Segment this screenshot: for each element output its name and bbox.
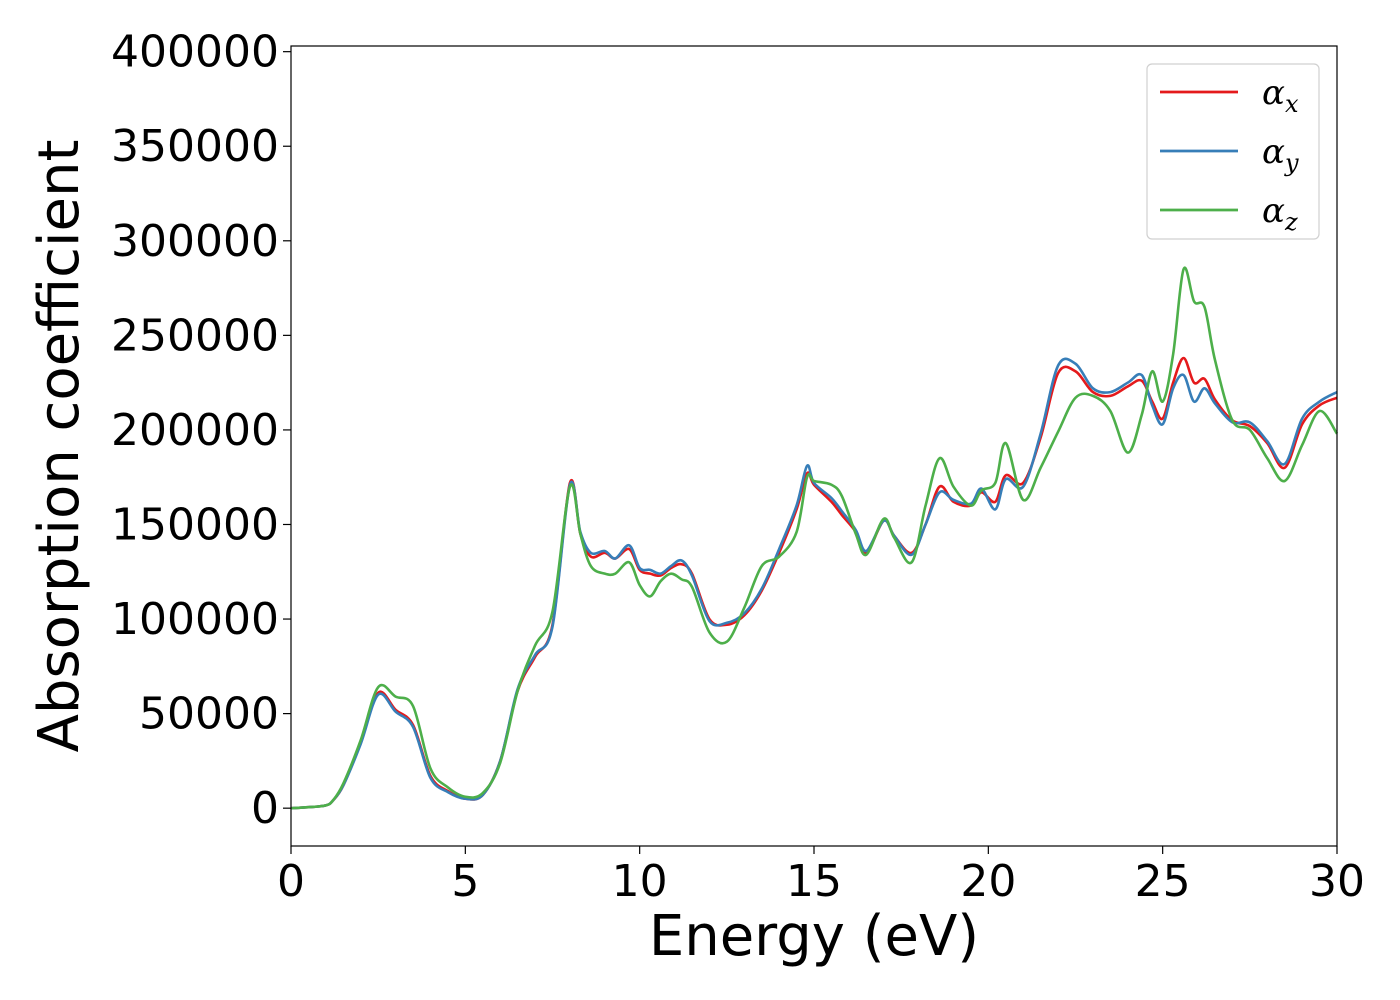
x-tick-label: 0 <box>277 856 305 907</box>
x-tick-label: 20 <box>960 856 1016 907</box>
legend-label-y: αy <box>1262 132 1299 177</box>
legend-label-x: αx <box>1262 73 1299 118</box>
x-tick-label: 10 <box>612 856 668 907</box>
series-line-z <box>290 266 1339 810</box>
x-tick-label: 30 <box>1309 856 1365 907</box>
y-tick-label: 250000 <box>111 310 279 361</box>
y-tick-label: 400000 <box>111 27 279 78</box>
y-tick-label: 350000 <box>111 121 279 172</box>
y-tick-label: 150000 <box>111 499 279 550</box>
y-tick-label: 0 <box>251 783 279 834</box>
x-tick-label: 25 <box>1135 856 1191 907</box>
y-tick-label: 200000 <box>111 405 279 456</box>
y-axis-label: Absorption coefficient <box>27 140 92 753</box>
series-layer <box>290 266 1339 810</box>
legend-label-z: αz <box>1262 191 1298 236</box>
y-tick-label: 300000 <box>111 216 279 267</box>
y-tick-label: 100000 <box>111 594 279 645</box>
y-axis: 0 50000 100000 150000 200000 250000 300000 3500… <box>111 27 291 834</box>
x-tick-label: 5 <box>451 856 479 907</box>
y-tick-label: 50000 <box>139 689 279 740</box>
legend: αx αy αz <box>1146 63 1320 240</box>
x-axis-label: Energy (eV) <box>649 904 979 969</box>
x-tick-label: 15 <box>786 856 842 907</box>
x-axis: 0 5 10 15 20 25 30 <box>277 846 1365 907</box>
